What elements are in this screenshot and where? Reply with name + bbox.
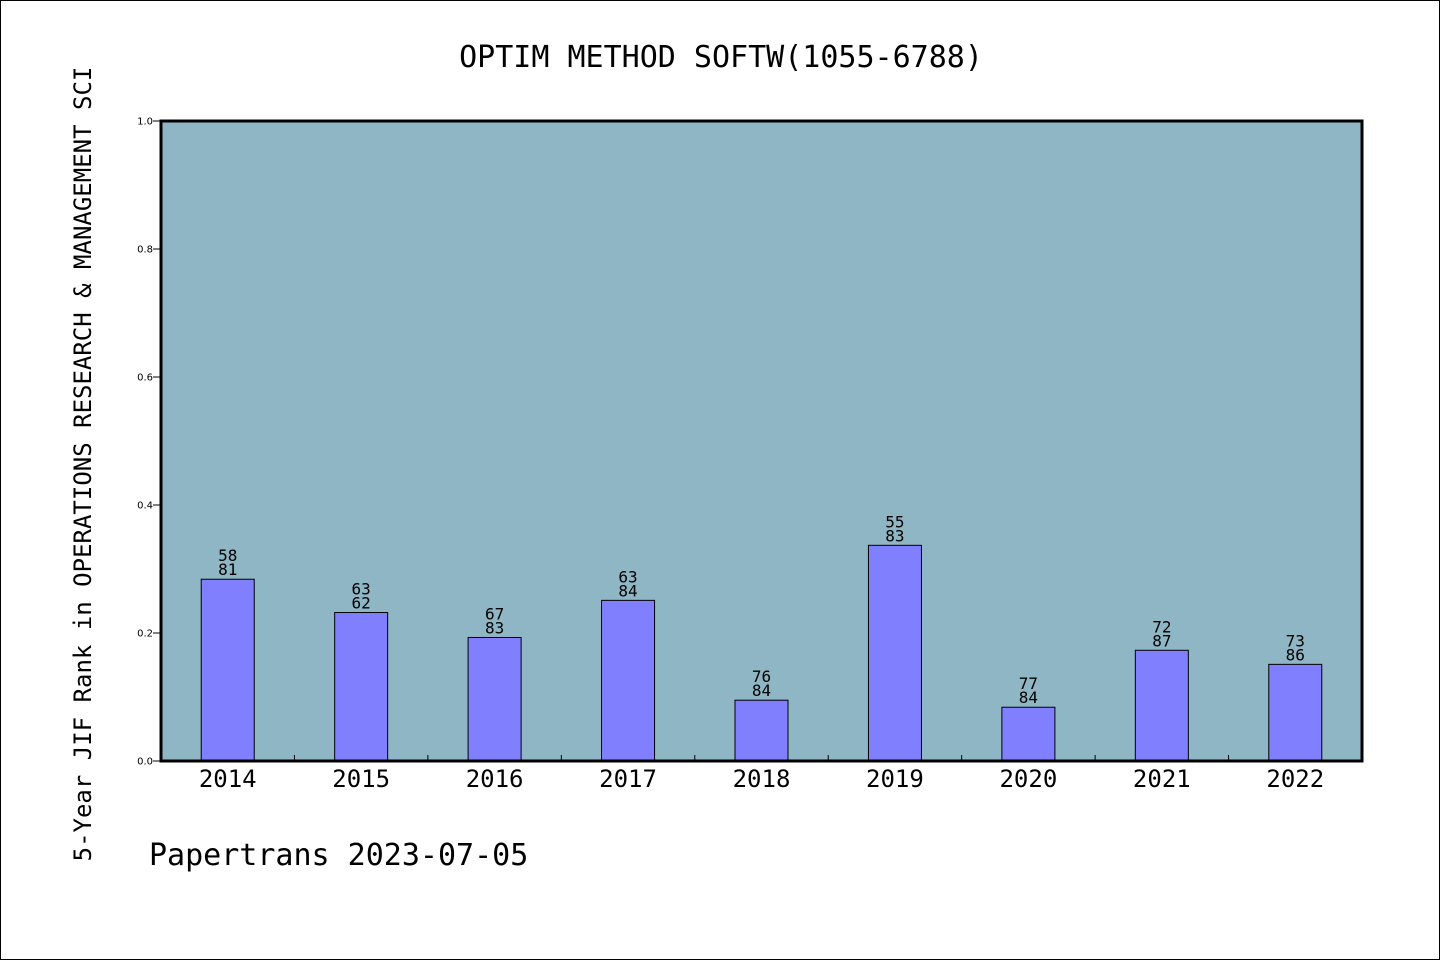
bar-data-label: 84 — [752, 681, 771, 700]
bar-2022 — [1268, 663, 1323, 762]
x-tick-label: 2019 — [866, 765, 924, 793]
bar-data-label: 83 — [485, 618, 504, 637]
bar-data-label: 86 — [1286, 645, 1305, 664]
bar-2016 — [467, 636, 522, 762]
y-tick-label: 0.2 — [137, 629, 153, 640]
plot-border — [159, 119, 1364, 763]
bar-data-label: 76 — [752, 667, 771, 686]
bar-data-label: 55 — [885, 512, 904, 531]
bar-2020 — [1001, 706, 1056, 762]
x-tick-label: 2016 — [466, 765, 524, 793]
bar-2014 — [200, 578, 255, 762]
y-tick-label: 0.0 — [137, 757, 153, 768]
bar-data-label: 62 — [352, 594, 371, 613]
y-tick-label: 0.6 — [137, 373, 153, 384]
bar-data-label: 63 — [618, 567, 637, 586]
x-tick-label: 2014 — [199, 765, 257, 793]
bar-data-label: 73 — [1286, 631, 1305, 650]
bar-data-label: 83 — [885, 526, 904, 545]
y-tick-label: 0.8 — [137, 245, 153, 256]
bar-data-label: 58 — [218, 546, 237, 565]
bar-data-label: 72 — [1152, 617, 1171, 636]
x-tick-label: 2020 — [999, 765, 1057, 793]
x-tick-label: 2018 — [733, 765, 791, 793]
y-tick-label: 1.0 — [137, 117, 153, 128]
chart-title: OPTIM METHOD SOFTW(1055-6788) — [459, 40, 983, 75]
x-tick-label: 2015 — [332, 765, 390, 793]
bar-2015 — [334, 612, 389, 762]
bar-2018 — [734, 699, 789, 762]
x-ticks-layer: 2014 2015 2016 2017 2018 2019 2020 2021 2022 — [199, 755, 1324, 793]
bar-data-label: 84 — [618, 581, 637, 600]
bar-data-label: 87 — [1152, 631, 1171, 650]
y-tick-label: 0.4 — [137, 501, 153, 512]
bar-data-label: 77 — [1019, 674, 1038, 693]
footer-credit: Papertrans 2023-07-05 — [149, 838, 528, 873]
bar-data-label: 63 — [352, 580, 371, 599]
bar-2017 — [601, 599, 656, 762]
bar-data-label: 81 — [218, 560, 237, 579]
x-tick-label: 2017 — [599, 765, 657, 793]
x-tick-label: 2022 — [1266, 765, 1324, 793]
bar-2019 — [867, 544, 922, 762]
bar-2021 — [1134, 649, 1189, 762]
bar-data-label: 67 — [485, 604, 504, 623]
y-ticks-layer: 0.0 0.2 0.4 0.6 0.8 1.0 — [137, 117, 161, 768]
bar-data-label: 84 — [1019, 688, 1038, 707]
x-tick-label: 2021 — [1133, 765, 1191, 793]
y-axis-label: 5-Year JIF Rank in OPERATIONS RESEARCH &… — [69, 67, 97, 862]
